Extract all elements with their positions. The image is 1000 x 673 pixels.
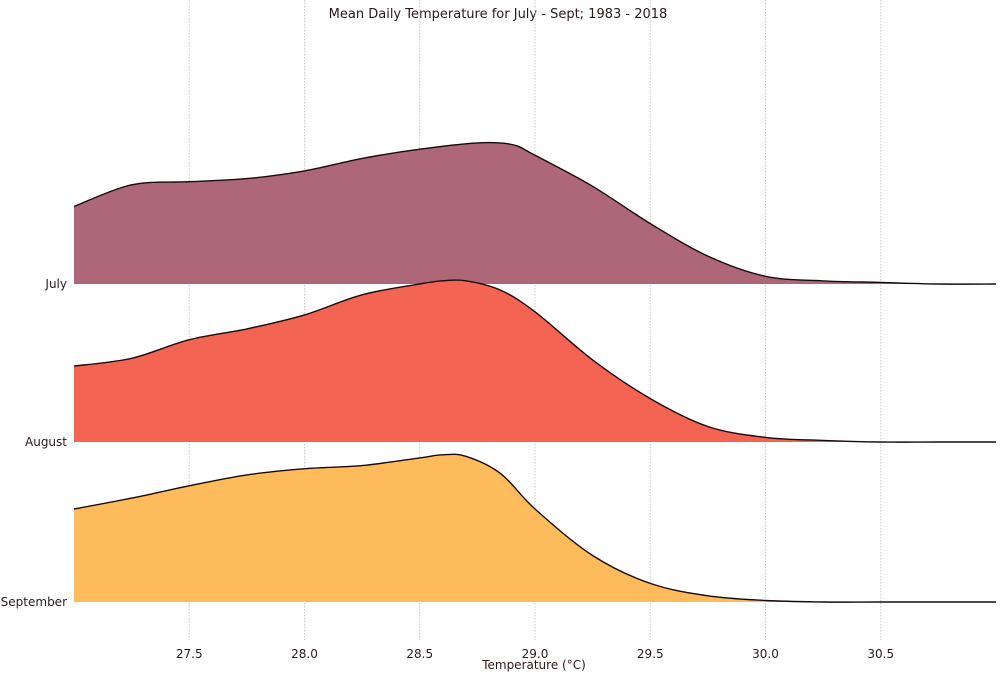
ridges: [73, 141, 997, 603]
x-axis-label: Temperature (°C): [481, 658, 586, 672]
x-tick-label: 29.0: [522, 647, 549, 661]
x-ticks: 27.5 28.0 28.5 29.0 29.5 30.0 30.5: [176, 647, 894, 661]
chart-title: Mean Daily Temperature for July - Sept; …: [329, 7, 668, 22]
ridge-outline-september: [73, 453, 996, 603]
x-tick-label: 30.5: [867, 647, 894, 661]
ridge-outline-august: [73, 279, 996, 443]
x-tick-label: 29.5: [637, 647, 664, 661]
ridge-area-september: [74, 454, 996, 603]
ridge-label-august: August: [25, 435, 67, 449]
x-tick-label: 27.5: [176, 647, 203, 661]
ridge-area-july: [74, 142, 996, 285]
x-tick-label: 28.0: [291, 647, 318, 661]
x-tick-label: 28.5: [406, 647, 433, 661]
ridge-area-august: [74, 279, 996, 443]
ridge-label-september: September: [1, 595, 67, 609]
ridge-label-july: July: [44, 277, 67, 291]
ridge-outline-july: [73, 141, 997, 285]
ridge-labels: July August September: [1, 277, 68, 609]
x-tick-label: 30.0: [752, 647, 779, 661]
